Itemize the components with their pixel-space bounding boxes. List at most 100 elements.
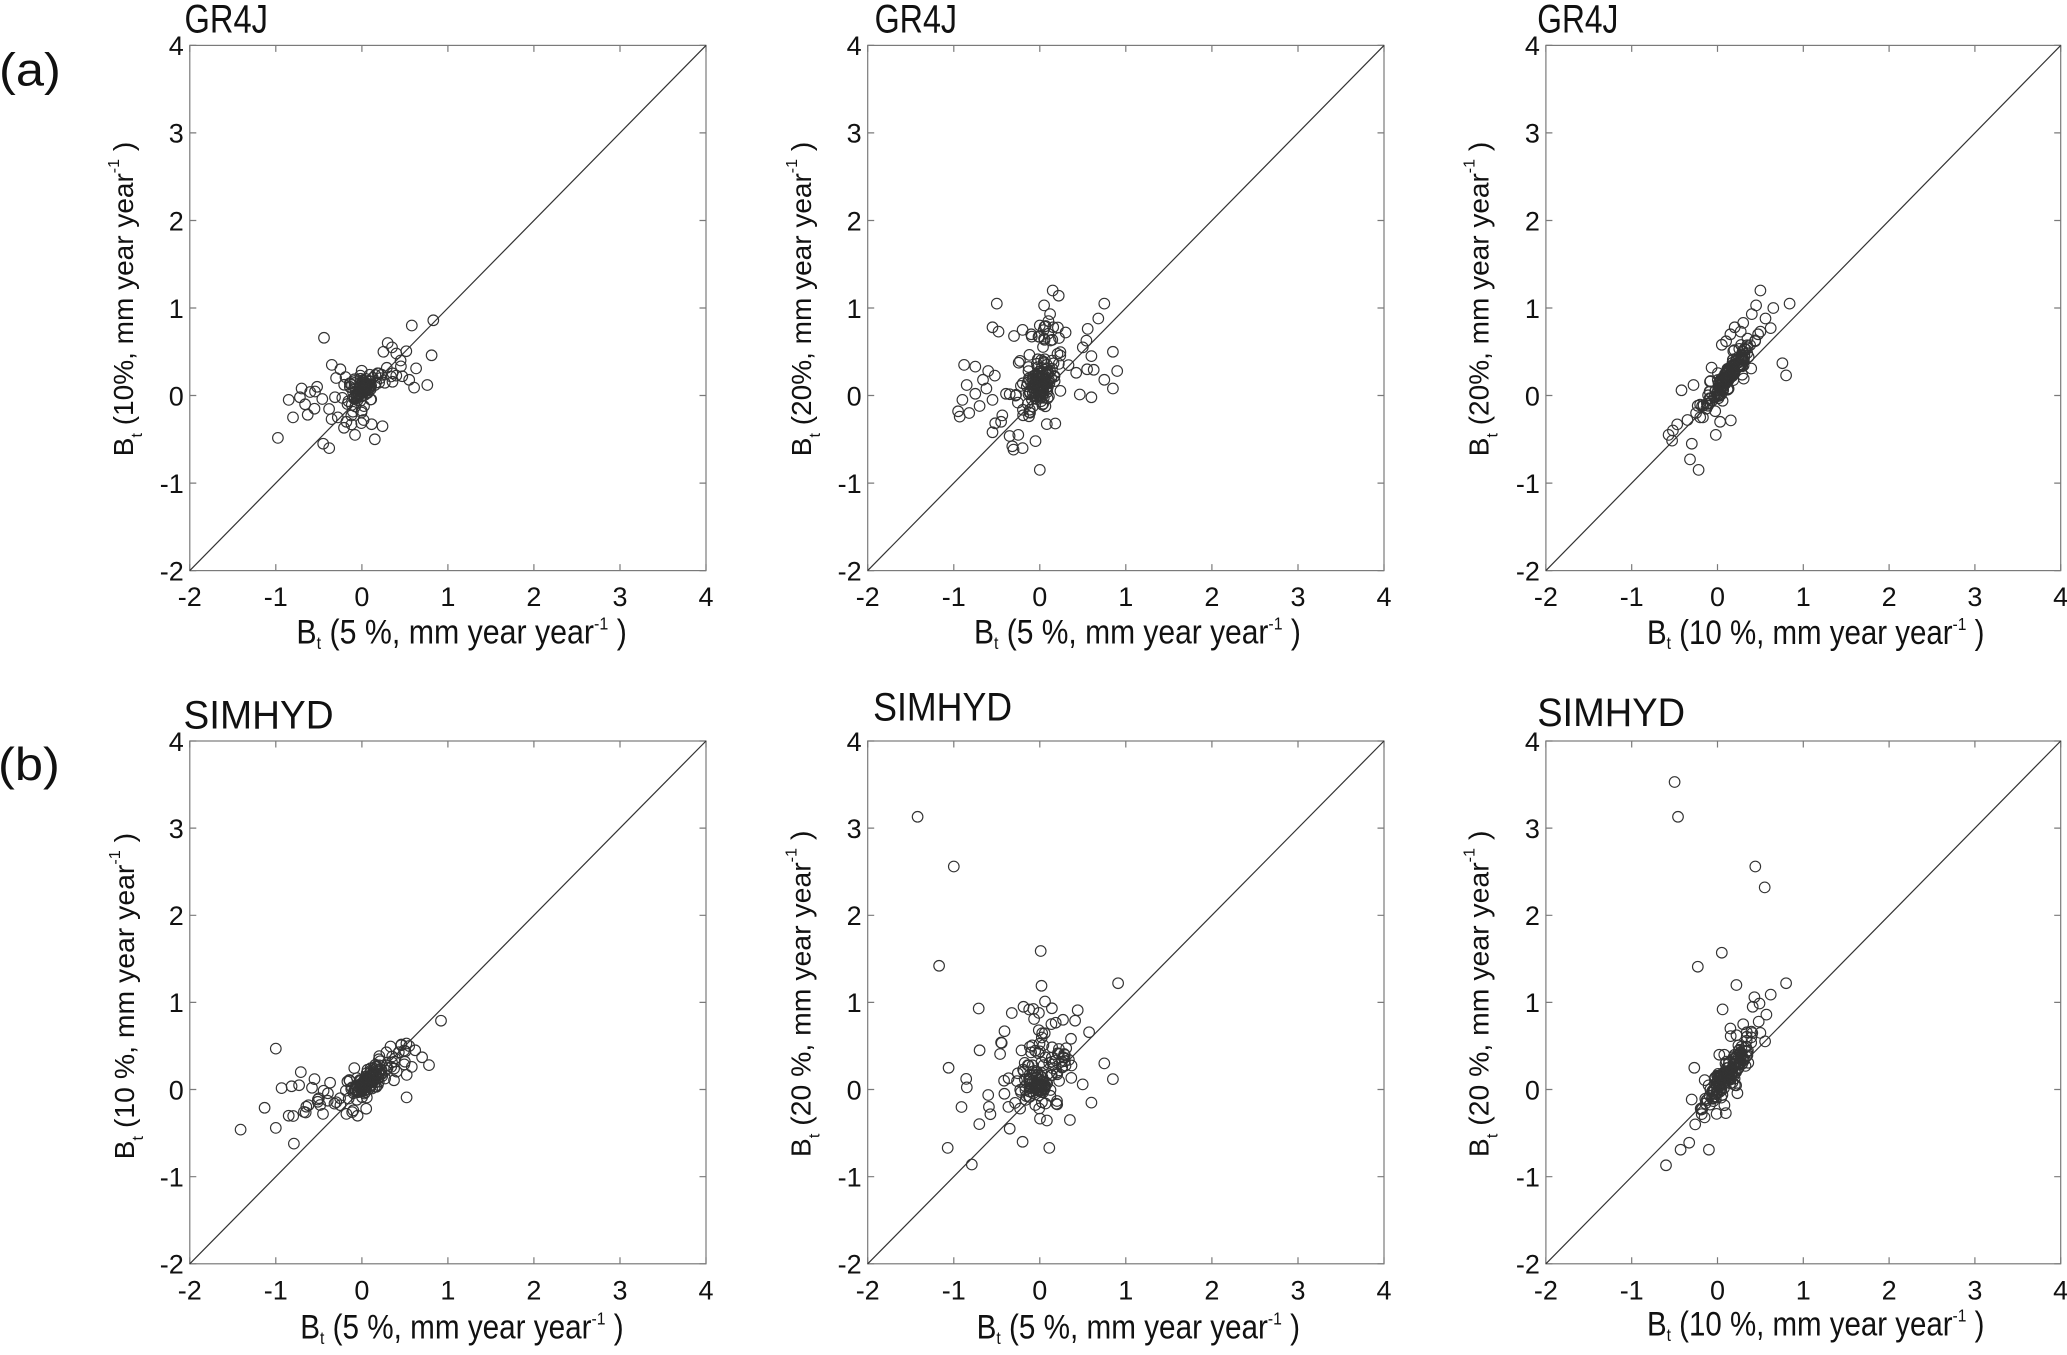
svg-text:-2: -2 xyxy=(160,1250,184,1280)
svg-text:0: 0 xyxy=(847,1075,862,1105)
svg-text:-2: -2 xyxy=(838,1250,862,1280)
svg-text:-1: -1 xyxy=(264,1275,288,1305)
svg-text:3: 3 xyxy=(847,814,862,844)
svg-text:Bt (5 %, mm year year-1 ): Bt (5 %, mm year year-1 ) xyxy=(974,613,1301,653)
svg-text:2: 2 xyxy=(526,582,541,612)
svg-text:2: 2 xyxy=(1204,582,1219,612)
svg-text:4: 4 xyxy=(2053,582,2067,612)
svg-text:-1: -1 xyxy=(1516,469,1540,499)
svg-text:2: 2 xyxy=(169,901,184,931)
svg-text:-2: -2 xyxy=(1534,1275,1558,1305)
svg-text:0: 0 xyxy=(1525,381,1540,411)
svg-text:0: 0 xyxy=(1710,1275,1725,1305)
svg-text:Bt (20%, mm year year-1 ): Bt (20%, mm year year-1 ) xyxy=(784,142,824,456)
svg-text:2: 2 xyxy=(1525,901,1540,931)
svg-text:1: 1 xyxy=(1525,294,1540,324)
svg-text:3: 3 xyxy=(612,1275,627,1305)
svg-text:1: 1 xyxy=(1796,1275,1811,1305)
svg-text:4: 4 xyxy=(1376,1275,1391,1305)
svg-text:2: 2 xyxy=(169,206,184,236)
svg-text:Bt (20 %, mm year year-1 ): Bt (20 %, mm year year-1 ) xyxy=(1461,831,1502,1158)
svg-text:4: 4 xyxy=(169,727,184,757)
svg-text:-2: -2 xyxy=(1516,1250,1540,1280)
svg-text:-2: -2 xyxy=(1516,556,1540,586)
svg-text:3: 3 xyxy=(847,119,862,149)
svg-text:1: 1 xyxy=(1525,988,1540,1018)
svg-text:3: 3 xyxy=(1967,1275,1982,1305)
svg-text:4: 4 xyxy=(2053,1275,2067,1305)
svg-text:2: 2 xyxy=(1882,582,1897,612)
svg-text:2: 2 xyxy=(1525,206,1540,236)
svg-text:GR4J: GR4J xyxy=(1537,0,1618,41)
svg-text:3: 3 xyxy=(1525,814,1540,844)
svg-text:Bt (5 %, mm year year-1 ): Bt (5 %, mm year year-1 ) xyxy=(977,1308,1300,1348)
svg-text:-1: -1 xyxy=(160,1163,184,1193)
svg-text:1: 1 xyxy=(847,988,862,1018)
svg-text:0: 0 xyxy=(354,1275,369,1305)
svg-text:GR4J: GR4J xyxy=(185,0,268,41)
svg-text:-1: -1 xyxy=(1620,582,1644,612)
svg-text:-2: -2 xyxy=(856,1275,880,1305)
svg-text:4: 4 xyxy=(698,582,713,612)
svg-text:-1: -1 xyxy=(160,469,184,499)
svg-text:-1: -1 xyxy=(264,582,288,612)
svg-text:GR4J: GR4J xyxy=(875,0,957,41)
svg-text:4: 4 xyxy=(847,31,862,61)
svg-text:2: 2 xyxy=(847,901,862,931)
svg-text:0: 0 xyxy=(1710,582,1725,612)
svg-text:1: 1 xyxy=(440,1275,455,1305)
svg-text:-1: -1 xyxy=(942,582,966,612)
svg-text:Bt (10%, mm year year-1 ): Bt (10%, mm year year-1 ) xyxy=(106,142,146,456)
svg-text:3: 3 xyxy=(169,119,184,149)
svg-text:-2: -2 xyxy=(178,1275,202,1305)
svg-text:0: 0 xyxy=(1032,1275,1047,1305)
svg-text:3: 3 xyxy=(1290,1275,1305,1305)
svg-text:3: 3 xyxy=(1967,582,1982,612)
svg-text:-2: -2 xyxy=(160,556,184,586)
svg-text:3: 3 xyxy=(612,582,627,612)
svg-text:0: 0 xyxy=(1525,1075,1540,1105)
svg-text:-2: -2 xyxy=(178,582,202,612)
svg-text:0: 0 xyxy=(1032,582,1047,612)
svg-text:1: 1 xyxy=(169,988,184,1018)
svg-text:-2: -2 xyxy=(856,582,880,612)
svg-text:SIMHYD: SIMHYD xyxy=(1537,691,1685,735)
svg-text:4: 4 xyxy=(1376,582,1391,612)
svg-text:3: 3 xyxy=(169,814,184,844)
svg-text:Bt (5 %, mm year year-1 ): Bt (5 %, mm year year-1 ) xyxy=(296,613,626,653)
svg-text:-1: -1 xyxy=(942,1275,966,1305)
svg-text:0: 0 xyxy=(354,582,369,612)
svg-text:Bt (20 %, mm year year-1 ): Bt (20 %, mm year year-1 ) xyxy=(783,831,824,1158)
svg-text:4: 4 xyxy=(847,727,862,757)
svg-text:3: 3 xyxy=(1525,119,1540,149)
svg-text:SIMHYD: SIMHYD xyxy=(873,686,1012,730)
svg-text:1: 1 xyxy=(1118,1275,1133,1305)
svg-text:1: 1 xyxy=(847,294,862,324)
svg-text:Bt (10 %, mm year year-1 ): Bt (10 %, mm year year-1 ) xyxy=(1647,1305,1984,1346)
svg-text:1: 1 xyxy=(1118,582,1133,612)
svg-text:1: 1 xyxy=(169,294,184,324)
svg-text:-1: -1 xyxy=(1516,1163,1540,1193)
svg-text:0: 0 xyxy=(169,381,184,411)
svg-text:(b): (b) xyxy=(0,739,60,790)
svg-text:(a): (a) xyxy=(0,45,61,96)
svg-text:-2: -2 xyxy=(838,556,862,586)
svg-text:4: 4 xyxy=(1525,727,1540,757)
svg-text:4: 4 xyxy=(169,31,184,61)
svg-text:1: 1 xyxy=(1796,582,1811,612)
svg-text:-1: -1 xyxy=(1620,1275,1644,1305)
svg-text:Bt (5 %, mm year year-1 ): Bt (5 %, mm year year-1 ) xyxy=(300,1308,623,1348)
svg-text:Bt (20%, mm year year-1 ): Bt (20%, mm year year-1 ) xyxy=(1462,142,1502,456)
svg-text:Bt (10 %, mm year year-1 ): Bt (10 %, mm year year-1 ) xyxy=(1647,613,1984,654)
svg-text:3: 3 xyxy=(1290,582,1305,612)
svg-text:SIMHYD: SIMHYD xyxy=(184,693,334,738)
svg-text:2: 2 xyxy=(1204,1275,1219,1305)
svg-text:Bt (10 %, mm year year-1 ): Bt (10 %, mm year year-1 ) xyxy=(106,833,147,1160)
svg-text:4: 4 xyxy=(698,1275,713,1305)
svg-text:1: 1 xyxy=(440,582,455,612)
svg-text:-1: -1 xyxy=(838,1163,862,1193)
svg-text:0: 0 xyxy=(847,381,862,411)
svg-text:2: 2 xyxy=(1882,1275,1897,1305)
svg-text:4: 4 xyxy=(1525,31,1540,61)
svg-text:-2: -2 xyxy=(1534,582,1558,612)
